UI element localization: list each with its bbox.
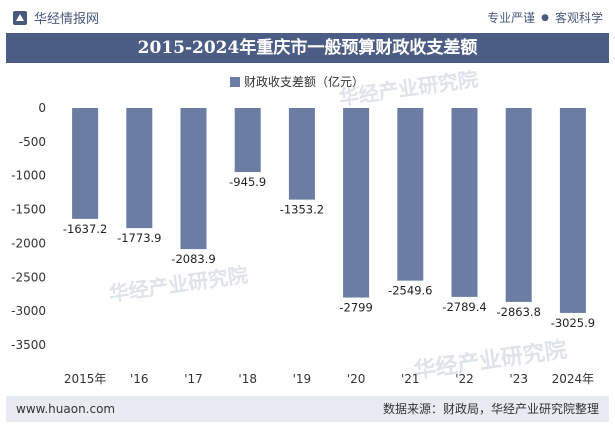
y-tick-label: -500 <box>19 135 46 149</box>
bar-value-label: -2549.6 <box>388 284 432 298</box>
legend-swatch <box>230 77 240 87</box>
x-tick-label: '18 <box>238 372 257 386</box>
legend: 财政收支差额（亿元） <box>230 74 364 89</box>
bars: -1637.2 -1773.9 -2083.9 -945.9 -1353.2 -2799 -… <box>63 108 595 330</box>
y-tick-label: -3500 <box>11 338 46 352</box>
y-tick-label: -3000 <box>11 304 46 318</box>
y-tick-label: -1500 <box>11 203 46 217</box>
x-tick-label: 2024年 <box>552 372 595 386</box>
x-tick-label: '20 <box>347 372 366 386</box>
y-tick-label: 0 <box>38 101 46 115</box>
bar <box>234 108 261 173</box>
slogan: 专业严谨 ● 客观科学 <box>487 9 603 26</box>
slogan-left: 专业严谨 <box>487 11 536 25</box>
bar-value-label: -945.9 <box>229 175 266 189</box>
y-tick-label: -2500 <box>11 270 46 284</box>
x-axis: 2015年 '16 '17 '18 '19 '20 '21 '22 '23 2024年 <box>64 372 594 386</box>
bar <box>126 108 153 229</box>
x-tick-label: 2015年 <box>64 372 107 386</box>
chart-area: 华经产业研究院 华经产业研究院 华经产业研究院 财政收支差额（亿元） 0 -500 -1… <box>0 63 615 395</box>
bar <box>72 108 99 219</box>
bar-value-label: -2083.9 <box>171 252 215 266</box>
bar <box>180 108 207 250</box>
y-axis: 0 -500 -1000 -1500 -2000 -2500 -3000 -3500 <box>11 101 46 352</box>
bar-value-label: -1637.2 <box>63 222 107 236</box>
x-tick-label: '22 <box>455 372 474 386</box>
x-tick-label: '21 <box>401 372 420 386</box>
x-tick-label: '16 <box>130 372 149 386</box>
chart-title: 2015-2024年重庆市一般预算财政收支差额 <box>6 33 609 63</box>
bar-value-label: -1353.2 <box>280 203 324 217</box>
bar <box>451 108 478 297</box>
x-tick-label: '23 <box>509 372 528 386</box>
watermark-text: 华经产业研究院 <box>412 337 568 384</box>
top-bar: 华经情报网 专业严谨 ● 客观科学 <box>0 0 615 34</box>
bar <box>397 108 424 281</box>
footer-source: 数据来源：财政局，华经产业研究院整理 <box>382 402 599 416</box>
bar-value-label: -2799 <box>339 301 372 315</box>
watermark-text: 华经产业研究院 <box>107 263 249 306</box>
bullet-icon: ● <box>541 12 549 23</box>
y-tick-label: -1000 <box>11 169 46 183</box>
footer-site: www.huaon.com <box>16 402 116 416</box>
y-tick-label: -2000 <box>11 236 46 250</box>
legend-label: 财政收支差额（亿元） <box>244 74 364 89</box>
bar <box>343 108 370 298</box>
bar <box>559 108 586 313</box>
x-tick-label: '19 <box>293 372 312 386</box>
bar-value-label: -3025.9 <box>551 316 595 330</box>
bar-value-label: -2789.4 <box>442 300 486 314</box>
x-tick-label: '17 <box>184 372 203 386</box>
bar <box>288 108 315 200</box>
huajing-logo-icon <box>13 10 27 25</box>
bar-value-label: -1773.9 <box>117 231 161 245</box>
bar-value-label: -2863.8 <box>497 305 541 319</box>
bar <box>505 108 532 302</box>
slogan-right: 客观科学 <box>554 11 603 25</box>
footer: www.huaon.com 数据来源：财政局，华经产业研究院整理 <box>6 396 609 422</box>
brand: 华经情报网 <box>12 8 99 27</box>
brand-name: 华经情报网 <box>34 12 100 27</box>
